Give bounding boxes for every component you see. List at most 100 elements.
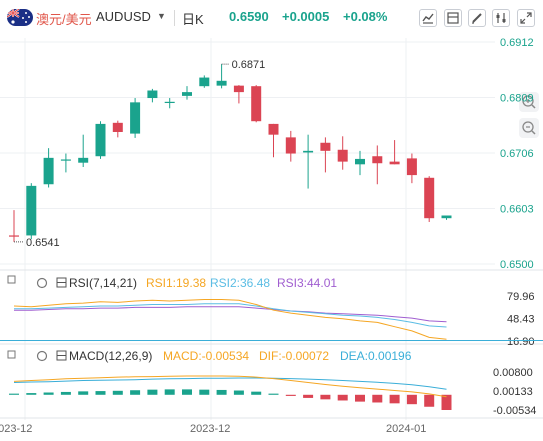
macd-bar-negative: [355, 394, 365, 402]
rsi-collapse-icon: [7, 275, 16, 284]
rsi-tick-label: 79.96: [507, 291, 535, 303]
candle-body-up: [147, 90, 158, 99]
indicator-settings-button[interactable]: [492, 9, 510, 27]
macd-bar-positive: [147, 389, 158, 395]
candle-body-up: [355, 158, 365, 165]
candle-body-down: [320, 142, 331, 151]
rsi2-line: [14, 303, 447, 328]
candle-body-up: [441, 215, 452, 219]
rsi-panel: RSI(7,14,21) RSI1:19.38 RSI2:36.48 RSI3:44.…: [0, 275, 543, 348]
draw-tool-button[interactable]: [468, 9, 486, 27]
macd-tick-label: 0.00800: [493, 367, 533, 379]
fullscreen-button[interactable]: [517, 9, 535, 27]
line-chart-icon: [422, 13, 434, 24]
dea-line: [13, 377, 447, 390]
date-axis: 2023-12 2023-12 2024-01: [0, 423, 426, 435]
candle-body-up: [78, 157, 89, 163]
candlestick-series: [9, 64, 452, 242]
candle-body-up: [303, 150, 314, 153]
macd-bar-negative: [372, 394, 383, 403]
current-price: 0.6590: [229, 9, 269, 24]
candle-body-down: [424, 177, 435, 219]
symbol-selector[interactable]: AUDUSD: [96, 9, 151, 24]
macd-bar-positive: [164, 389, 175, 395]
zoom-out-icon: [522, 121, 536, 135]
macd-tick-label: 0.00133: [493, 386, 533, 398]
macd-bar-positive: [216, 389, 227, 395]
candle-body-up: [43, 157, 54, 185]
zoom-out-button[interactable]: [519, 118, 539, 138]
macd-bar-negative: [285, 394, 296, 396]
macd-title: MACD(12,26,9): [69, 349, 152, 363]
macd-bar-negative: [441, 394, 452, 410]
rsi1-value: RSI1:19.38: [146, 276, 206, 290]
dif-value: DIF:-0.00072: [259, 349, 329, 363]
price-tick-label: 0.6809: [500, 93, 534, 105]
chart-grid: [0, 38, 543, 420]
candle-body-up: [95, 123, 106, 157]
high-price-label: 0.6871: [232, 59, 266, 71]
symbol-dropdown-caret-icon[interactable]: ▼: [157, 11, 166, 21]
pair-name: 澳元/美元: [36, 12, 92, 27]
candle-body-down: [233, 85, 244, 93]
macd-settings-icon: [36, 350, 48, 362]
candle-body-up: [164, 101, 175, 104]
candle-body-up: [60, 159, 71, 161]
macd-tick-label: -0.00534: [493, 405, 536, 417]
period-selector[interactable]: 日K: [182, 12, 204, 27]
layout-tool-button[interactable]: [444, 9, 462, 27]
candle-body-up: [130, 102, 141, 134]
price-tick-label: 0.6500: [500, 259, 534, 271]
rsi-settings-icon: [36, 277, 48, 289]
price-axis: 0.6912 0.6809 0.6706 0.6603 0.6500: [500, 37, 534, 271]
macd-bar-negative: [337, 394, 348, 401]
macd-bar-negative: [389, 394, 400, 404]
candle-body-down: [112, 122, 123, 132]
chart-header: 澳元/美元 AUDUSD ▼ 日K 0.6590 +0.0005 +0.08%: [0, 0, 543, 36]
candle-body-down: [372, 156, 383, 164]
price-extreme-labels: 0.6871 0.6541: [14, 59, 265, 249]
macd-value: MACD:-0.00534: [163, 349, 249, 363]
candle-body-down: [406, 158, 417, 176]
price-change: +0.0005: [282, 9, 330, 24]
sliders-icon: [496, 13, 506, 23]
macd-bar-positive: [268, 393, 279, 395]
australia-flag-icon: [7, 9, 33, 26]
zoom-in-button[interactable]: [519, 92, 539, 112]
macd-bar-positive: [130, 390, 141, 395]
layout-icon: [447, 12, 459, 24]
macd-bar-negative: [406, 394, 417, 405]
macd-bar-positive: [182, 389, 192, 395]
macd-bar-positive: [251, 391, 262, 395]
line-chart-tool-button[interactable]: [419, 9, 437, 27]
price-tick-label: 0.6912: [500, 37, 534, 49]
candle-body-down: [285, 137, 296, 154]
zoom-in-icon: [522, 95, 536, 109]
candle-body-up: [26, 185, 37, 236]
rsi2-value: RSI2:36.48: [210, 276, 270, 290]
macd-bar-negative: [303, 394, 314, 398]
dea-value: DEA:0.00196: [340, 349, 412, 363]
date-tick-label: 2024-01: [386, 423, 426, 435]
rsi-title: RSI(7,14,21): [69, 276, 137, 290]
candle-body-up: [216, 80, 227, 86]
macd-bar-positive: [112, 390, 123, 395]
macd-bar-positive: [9, 393, 19, 395]
price-change-percent: +0.08%: [343, 9, 388, 24]
macd-bar-negative: [424, 394, 435, 407]
candle-body-down: [9, 235, 19, 237]
expand-icon: [520, 12, 532, 24]
macd-collapse-icon: [7, 350, 16, 359]
macd-bar-negative: [320, 394, 331, 400]
date-tick-label: 2023-12: [0, 423, 32, 435]
macd-bar-positive: [233, 390, 244, 395]
rsi3-line: [14, 306, 447, 323]
macd-panel: MACD(12,26,9) MACD:-0.00534 DIF:-0.00072 DE…: [7, 349, 536, 417]
rsi-tick-label: 16.90: [507, 336, 535, 348]
macd-bar-positive: [199, 389, 210, 395]
price-tick-label: 0.6706: [500, 148, 534, 160]
candle-body-up: [182, 92, 192, 96]
candle-body-up: [199, 77, 210, 87]
macd-bar-positive: [43, 392, 54, 395]
